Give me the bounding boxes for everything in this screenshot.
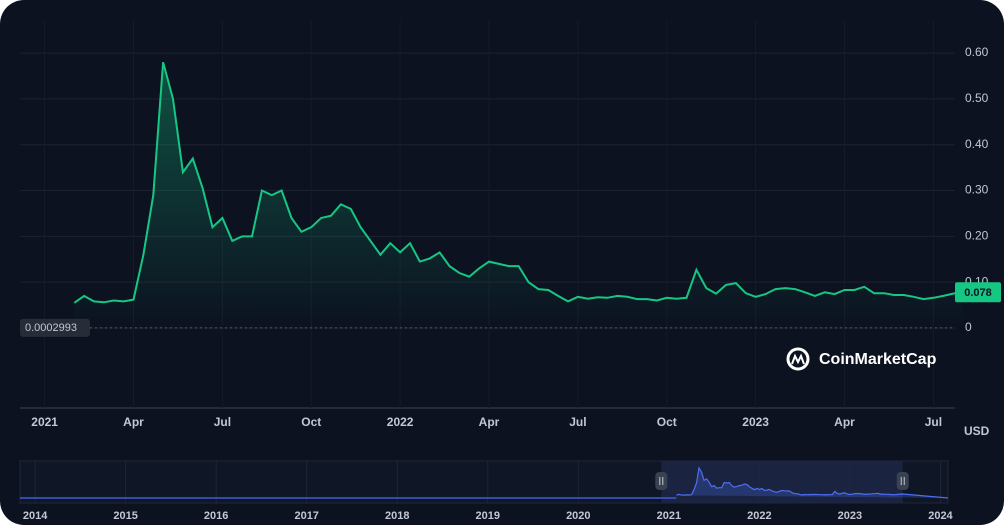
navigator-tick-label: 2020 <box>566 510 590 522</box>
x-tick-label: 2021 <box>31 415 58 429</box>
y-tick-label: 0.20 <box>965 229 989 243</box>
line <box>73 61 964 304</box>
x-tick-label: 2022 <box>387 415 414 429</box>
last-price-tag <box>955 282 1001 303</box>
navigator-tick-label: 2023 <box>838 510 862 522</box>
x-tick-label: Jul <box>569 415 586 429</box>
currency: USD <box>964 424 990 438</box>
navigator-tick-label: 2022 <box>747 510 771 522</box>
navigator-selection <box>661 461 903 503</box>
navigator-tick-label: 2024 <box>928 510 953 522</box>
x-tick-label: Oct <box>657 415 677 429</box>
baseline-tag <box>20 318 90 337</box>
area <box>74 62 963 328</box>
watermark: CoinMarketCap <box>819 351 937 368</box>
navigator-handle[interactable] <box>896 472 909 490</box>
navigator-tick-label: 2015 <box>113 510 137 522</box>
navigator-handle[interactable] <box>655 472 668 490</box>
navigator-tick-label: 2016 <box>204 510 228 522</box>
y-tick-label: 0.50 <box>965 91 989 105</box>
y-tick-label: 0.60 <box>965 45 989 59</box>
y-tick-label: 0 <box>965 320 972 334</box>
y-tick-label: 0.40 <box>965 137 989 151</box>
x-tick-label: Jul <box>214 415 231 429</box>
navigator-tick-label: 2021 <box>657 510 681 522</box>
navigator-tick-label: 2019 <box>476 510 500 522</box>
baseline-label: 0.0002993 <box>25 322 77 334</box>
watermark-logo <box>786 347 810 371</box>
navigator-line <box>676 466 949 499</box>
x-tick-label: Apr <box>123 415 144 429</box>
y-tick-label: 0.30 <box>965 183 989 197</box>
last-price-label: 0.078 <box>964 287 992 299</box>
x-tick-label: 2023 <box>742 415 769 429</box>
x-tick-label: Jul <box>925 415 942 429</box>
navigator-tick-label: 2014 <box>23 510 48 522</box>
x-tick-label: Apr <box>834 415 855 429</box>
navigator-tick-label: 2018 <box>385 510 409 522</box>
x-tick-label: Apr <box>479 415 500 429</box>
navigator-tick-label: 2017 <box>294 510 318 522</box>
x-tick-label: Oct <box>301 415 321 429</box>
